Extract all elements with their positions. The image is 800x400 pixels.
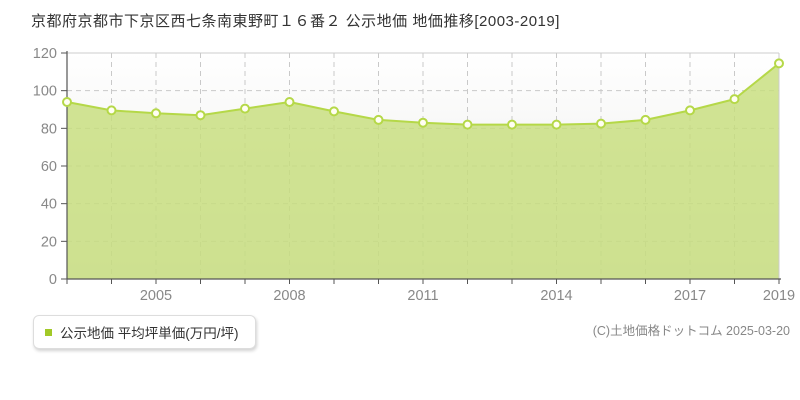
price-trend-chart: 0 20 40 60 80 100 120 2005 2008 2011 2014 2017 2019 xyxy=(33,46,795,304)
data-point-marker[interactable] xyxy=(507,119,517,130)
data-point-marker[interactable] xyxy=(240,103,250,114)
x-tick-label: 2011 xyxy=(407,288,438,304)
x-tick-label: 2017 xyxy=(674,288,706,304)
data-point-marker[interactable] xyxy=(373,114,384,125)
data-point-marker[interactable] xyxy=(62,97,72,107)
x-tick-label: 2014 xyxy=(540,288,572,304)
data-point-marker[interactable] xyxy=(774,58,784,69)
data-point-marker[interactable] xyxy=(284,97,295,107)
data-point-marker[interactable] xyxy=(418,117,428,128)
x-tick-label: 2008 xyxy=(273,288,305,304)
legend-label: 公示地価 平均坪単価(万円/坪) xyxy=(60,326,239,341)
data-point-marker[interactable] xyxy=(596,118,606,129)
data-point-marker[interactable] xyxy=(195,110,206,121)
chart-title: 京都府京都市下京区西七条南東野町１６番２ 公示地価 地価推移[2003-2019… xyxy=(31,13,560,30)
legend: 公示地価 平均坪単価(万円/坪) xyxy=(33,315,256,349)
data-point-marker[interactable] xyxy=(640,114,651,125)
y-tick-label: 20 xyxy=(41,234,57,250)
x-tick-label: 2019 xyxy=(763,288,795,304)
y-tick-label: 80 xyxy=(41,121,57,137)
y-tick-label: 60 xyxy=(41,159,57,175)
data-point-marker[interactable] xyxy=(329,106,339,117)
legend-swatch-icon xyxy=(45,328,52,336)
data-point-marker[interactable] xyxy=(551,119,562,130)
data-point-marker[interactable] xyxy=(462,119,473,130)
y-tick-label: 40 xyxy=(41,197,57,213)
data-point-marker[interactable] xyxy=(151,108,161,119)
y-tick-label: 120 xyxy=(33,46,57,62)
copyright-text: (C)土地価格ドットコム 2025-03-20 xyxy=(592,324,790,338)
series-area xyxy=(67,63,779,280)
data-point-marker[interactable] xyxy=(106,105,117,116)
y-tick-label: 100 xyxy=(33,84,57,100)
data-point-marker[interactable] xyxy=(685,105,695,116)
x-tick-label: 2005 xyxy=(140,288,172,304)
data-point-marker[interactable] xyxy=(729,94,740,105)
y-tick-label: 0 xyxy=(49,272,57,288)
